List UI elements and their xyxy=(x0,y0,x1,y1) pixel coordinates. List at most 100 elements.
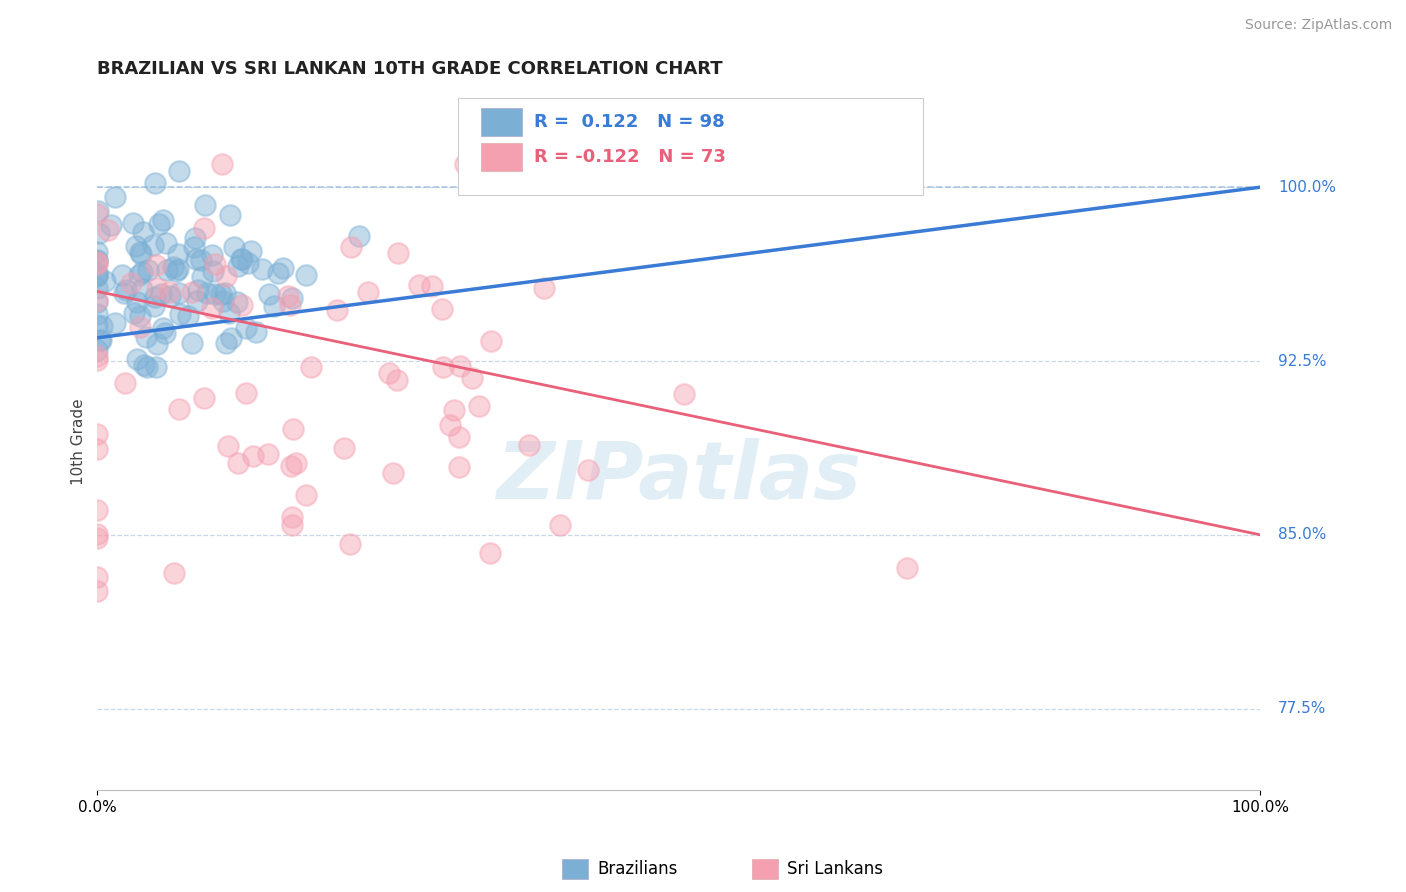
Point xyxy=(150,287,173,301)
Point xyxy=(295,488,318,502)
Point xyxy=(408,277,430,292)
Point xyxy=(339,537,361,551)
Point xyxy=(218,306,240,320)
Point xyxy=(86,257,108,271)
Point xyxy=(148,218,170,232)
Point xyxy=(277,289,299,303)
Point xyxy=(235,321,257,335)
Point xyxy=(86,254,108,268)
Point xyxy=(129,320,152,334)
Point xyxy=(215,335,238,350)
Point xyxy=(533,281,555,295)
Point xyxy=(281,518,304,533)
Point xyxy=(86,307,108,321)
Point xyxy=(167,402,190,417)
Point xyxy=(165,264,187,278)
Point xyxy=(204,257,226,271)
Point xyxy=(468,399,491,413)
Point xyxy=(449,359,471,373)
Point xyxy=(430,301,453,316)
Point xyxy=(236,255,259,269)
Point xyxy=(896,561,918,575)
Text: 85.0%: 85.0% xyxy=(1278,527,1326,542)
Point xyxy=(186,252,208,267)
Point xyxy=(146,281,169,295)
Point xyxy=(479,334,502,348)
Point xyxy=(432,360,454,375)
Point xyxy=(299,360,322,375)
Point xyxy=(217,439,239,453)
Point xyxy=(181,285,204,299)
Point xyxy=(129,246,152,260)
Point xyxy=(128,268,150,283)
Point xyxy=(86,570,108,584)
Point xyxy=(86,252,108,267)
Text: R =  0.122   N = 98: R = 0.122 N = 98 xyxy=(533,113,724,131)
Text: R = -0.122   N = 73: R = -0.122 N = 73 xyxy=(533,148,725,166)
Point xyxy=(214,285,236,300)
Point xyxy=(136,262,159,277)
Point xyxy=(231,252,253,266)
Point xyxy=(191,269,214,284)
Point xyxy=(267,266,290,280)
Point xyxy=(142,238,165,252)
Text: Source: ZipAtlas.com: Source: ZipAtlas.com xyxy=(1244,18,1392,32)
Point xyxy=(124,239,146,253)
Point xyxy=(134,358,156,372)
Point xyxy=(281,422,304,436)
Point xyxy=(167,163,190,178)
Point xyxy=(325,303,347,318)
Point xyxy=(245,326,267,340)
Point xyxy=(86,244,108,259)
Point xyxy=(86,254,108,268)
Point xyxy=(422,278,444,293)
Point xyxy=(449,430,471,444)
Point xyxy=(449,460,471,475)
Point xyxy=(146,336,169,351)
Point xyxy=(132,225,155,239)
Point xyxy=(121,216,143,230)
Point xyxy=(124,306,146,320)
Point xyxy=(231,252,253,266)
Point xyxy=(201,248,224,262)
Point xyxy=(86,583,108,598)
Point xyxy=(211,293,233,308)
Point xyxy=(454,157,477,171)
Point xyxy=(128,309,150,323)
Point xyxy=(100,218,122,232)
Point xyxy=(183,239,205,253)
Point xyxy=(112,285,135,300)
Point xyxy=(177,309,200,323)
Point xyxy=(86,503,108,517)
Point xyxy=(86,293,108,307)
Point xyxy=(86,268,108,283)
Point xyxy=(86,353,108,368)
Point xyxy=(104,190,127,204)
FancyBboxPatch shape xyxy=(481,143,522,171)
Text: Brazilians: Brazilians xyxy=(598,860,678,878)
Point xyxy=(215,269,238,284)
Point xyxy=(104,317,127,331)
Point xyxy=(280,458,302,473)
Point xyxy=(97,223,120,237)
Point xyxy=(439,418,461,433)
Point xyxy=(166,246,188,260)
Point xyxy=(86,531,108,545)
Point xyxy=(250,262,273,277)
Point xyxy=(235,385,257,400)
Point xyxy=(156,263,179,277)
Point xyxy=(225,295,247,310)
Point xyxy=(152,321,174,335)
Point xyxy=(114,283,136,297)
Point xyxy=(576,463,599,477)
Point xyxy=(86,207,108,221)
Point xyxy=(127,295,149,310)
Point xyxy=(673,387,696,401)
Text: 92.5%: 92.5% xyxy=(1278,353,1326,368)
Point xyxy=(167,285,190,300)
Point xyxy=(159,289,181,303)
Point xyxy=(195,286,218,301)
Point xyxy=(201,301,224,315)
Point xyxy=(89,333,111,347)
Point xyxy=(382,466,405,480)
